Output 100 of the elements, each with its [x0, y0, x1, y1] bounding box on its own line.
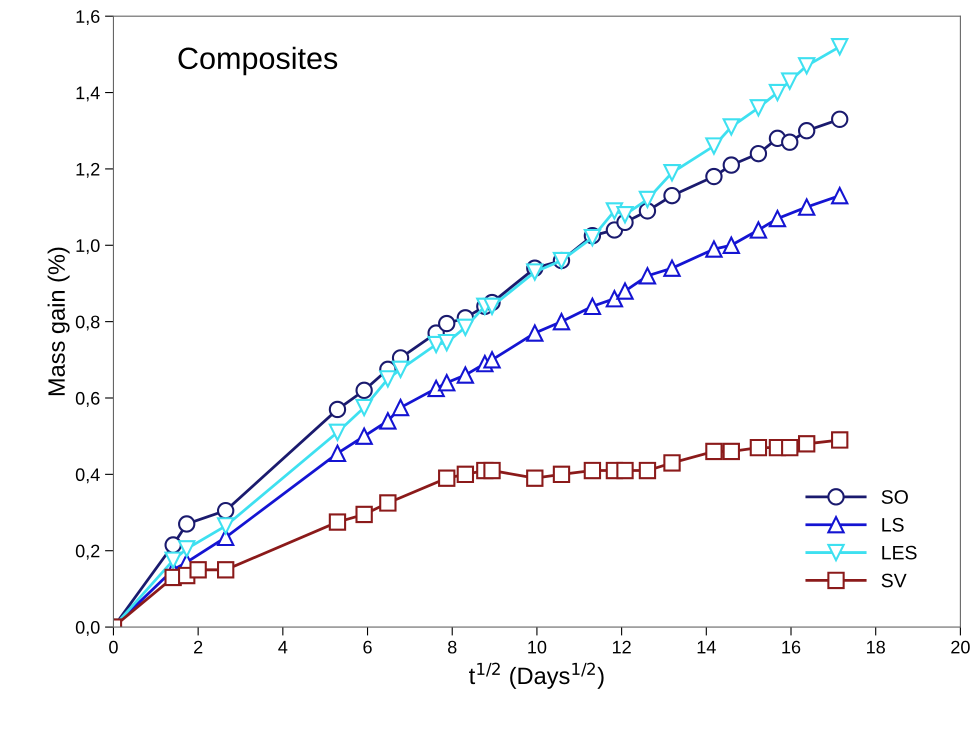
point — [552, 312, 570, 330]
x-axis-title: t$^{1/2}$ (Days$^{1/2}$) — [469, 662, 604, 689]
point — [483, 298, 501, 316]
y-tick-label: 0,6 — [76, 392, 100, 407]
point — [781, 134, 798, 151]
point — [722, 442, 740, 460]
x-tick-label: 14 — [698, 640, 716, 654]
point — [526, 324, 544, 342]
x-tick-label: 4 — [278, 640, 288, 654]
point — [552, 466, 570, 484]
point — [216, 561, 234, 578]
point — [526, 263, 544, 281]
point — [427, 380, 445, 398]
point — [768, 210, 786, 228]
legend-label: LES — [882, 546, 917, 560]
point — [164, 552, 182, 569]
point — [178, 540, 196, 558]
point — [663, 186, 681, 204]
legend-label: SO — [882, 490, 908, 504]
point — [456, 318, 474, 336]
point — [663, 454, 681, 472]
point — [606, 290, 624, 308]
x-tick-label: 0 — [109, 640, 118, 654]
point — [616, 206, 634, 224]
point — [355, 427, 373, 445]
point — [750, 221, 768, 239]
y-tick-label: 1,2 — [76, 162, 100, 178]
text: Composites — [178, 46, 338, 76]
point — [781, 72, 798, 90]
point — [616, 282, 634, 300]
point — [705, 168, 723, 186]
point — [355, 382, 373, 400]
point — [722, 236, 740, 254]
point — [328, 444, 346, 462]
point — [483, 462, 501, 480]
point — [663, 164, 681, 182]
point — [355, 398, 373, 416]
point — [781, 438, 798, 456]
y-tick-label: 1,4 — [76, 86, 100, 102]
x-tick-label: 10 — [528, 640, 546, 654]
y-tick-label: 0,2 — [76, 544, 100, 560]
point — [705, 442, 723, 460]
point — [189, 561, 207, 578]
point — [616, 462, 634, 480]
point — [379, 412, 397, 430]
point — [355, 506, 373, 524]
x-tick-label: 16 — [782, 640, 800, 654]
point — [438, 314, 456, 332]
point — [831, 186, 848, 204]
point — [831, 38, 848, 56]
y-tick-label: 0,8 — [76, 316, 100, 330]
point — [483, 351, 501, 368]
x-tick-label: 20 — [951, 640, 970, 654]
point — [526, 469, 544, 487]
point — [328, 513, 346, 531]
point — [705, 240, 723, 258]
point — [379, 370, 397, 388]
point — [638, 462, 656, 480]
y-tick-label: 0,4 — [76, 468, 100, 484]
x-tick-label: 2 — [194, 640, 202, 654]
point — [750, 144, 768, 162]
point — [705, 137, 723, 155]
point — [638, 267, 656, 284]
x-tick-label: 12 — [612, 640, 631, 654]
point — [831, 431, 848, 449]
point — [750, 438, 768, 456]
x-tick-label: 8 — [448, 640, 456, 654]
point — [456, 366, 474, 384]
point — [456, 466, 474, 484]
point — [328, 424, 346, 442]
legend-label: LS — [882, 518, 904, 532]
point — [392, 398, 410, 416]
y-tick-label: 1,6 — [76, 10, 100, 26]
x-tick-label: 18 — [867, 640, 885, 654]
point — [392, 360, 410, 378]
point — [798, 122, 816, 140]
point — [584, 462, 602, 480]
point — [722, 156, 740, 174]
point — [798, 435, 816, 452]
x-tick-label: 6 — [363, 640, 372, 654]
point — [584, 298, 602, 316]
point — [750, 99, 768, 117]
legend-label: SV — [882, 574, 907, 588]
point — [216, 502, 234, 520]
point — [438, 334, 456, 352]
point — [831, 110, 848, 128]
y-axis-title: Mass gain (%) — [48, 248, 70, 396]
point — [178, 515, 196, 533]
point — [379, 494, 397, 512]
point — [768, 84, 786, 102]
point — [438, 469, 456, 487]
point — [606, 202, 624, 220]
y-tick-label: 1,0 — [76, 239, 100, 254]
y-tick-label: 0,0 — [76, 621, 100, 636]
point — [216, 517, 234, 535]
point — [638, 190, 656, 208]
point — [722, 118, 740, 136]
point — [798, 198, 816, 216]
point — [798, 57, 816, 75]
point — [663, 259, 681, 277]
